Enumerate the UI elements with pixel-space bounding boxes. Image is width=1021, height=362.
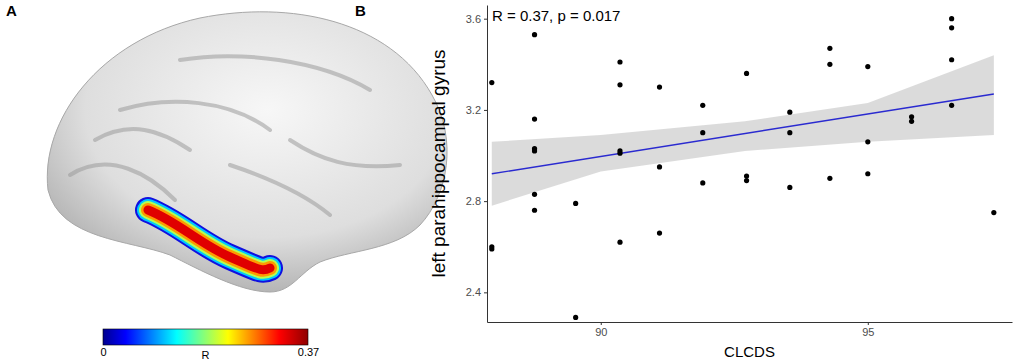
panel-a: A00.37R xyxy=(6,2,447,361)
colorbar xyxy=(103,329,308,345)
y-axis: 2.4 2.8 3.2 3.6 xyxy=(466,6,488,323)
data-point xyxy=(532,148,537,153)
data-point xyxy=(909,119,914,124)
figure: A00.37RB90952.42.83.23.6CLCDSleft parahi… xyxy=(0,0,1021,362)
colorbar-axis: 00.37 xyxy=(100,345,319,358)
data-point xyxy=(949,25,954,30)
data-point xyxy=(949,103,954,108)
y-tick-label: 3.2 xyxy=(466,104,481,116)
sulcus xyxy=(230,165,330,215)
regression-line xyxy=(492,94,994,174)
data-point xyxy=(827,62,832,67)
y-tick: 3.6 xyxy=(466,13,487,25)
sulcus xyxy=(120,102,270,130)
data-point xyxy=(787,110,792,115)
panel-label: A xyxy=(6,2,17,19)
x-tick: 95 xyxy=(862,322,874,338)
annotation: R = 0.37, p = 0.017 xyxy=(492,7,620,24)
data-point xyxy=(573,201,578,206)
data-point xyxy=(617,151,622,156)
x-tick-label: 90 xyxy=(595,326,607,338)
y-tick: 2.4 xyxy=(466,286,487,298)
data-point xyxy=(657,85,662,90)
data-point xyxy=(744,178,749,183)
confidence-band xyxy=(492,55,994,206)
colorbar-tick: 0.37 xyxy=(298,345,319,358)
colorbar-tick-label: 0.37 xyxy=(298,346,319,358)
sulcus xyxy=(180,56,370,90)
data-point xyxy=(700,180,705,185)
data-point xyxy=(865,171,870,176)
y-tick-label: 2.4 xyxy=(466,286,481,298)
data-point xyxy=(744,173,749,178)
data-point xyxy=(617,240,622,245)
sulcus xyxy=(290,140,400,166)
y-tick-mark xyxy=(484,201,487,202)
correlation-cluster xyxy=(148,210,270,270)
plot-area xyxy=(489,16,996,320)
correlation-cluster xyxy=(148,210,270,270)
data-point xyxy=(489,246,494,251)
data-point xyxy=(657,164,662,169)
panel-b: B 90 95 2.4 2.8 3.2 3.6 CLCDS left parahippocamp… xyxy=(355,2,1013,360)
data-point xyxy=(700,103,705,108)
x-tick-label: 95 xyxy=(862,326,874,338)
data-point xyxy=(532,32,537,37)
data-point xyxy=(744,71,749,76)
x-tick: 90 xyxy=(595,322,607,338)
y-tick-mark xyxy=(484,110,487,111)
data-point xyxy=(991,210,996,215)
brain-surface xyxy=(47,12,447,292)
sulcus xyxy=(95,129,190,150)
y-tick: 3.2 xyxy=(466,104,487,116)
data-point xyxy=(573,315,578,320)
sulcus xyxy=(70,165,175,200)
data-point xyxy=(865,139,870,144)
correlation-cluster xyxy=(148,210,270,270)
correlation-cluster xyxy=(148,210,270,270)
correlation-cluster xyxy=(148,210,270,270)
data-point xyxy=(700,130,705,135)
colorbar-tick: 0 xyxy=(100,345,106,358)
y-tick-mark xyxy=(484,292,487,293)
data-point xyxy=(909,114,914,119)
data-point xyxy=(489,80,494,85)
x-axis: 90 95 xyxy=(488,322,1013,338)
data-point xyxy=(532,116,537,121)
data-point xyxy=(532,192,537,197)
y-axis-line xyxy=(487,6,488,323)
x-tick-mark xyxy=(601,322,602,325)
y-tick: 2.8 xyxy=(466,195,487,207)
data-point xyxy=(827,46,832,51)
data-point xyxy=(617,59,622,64)
colorbar-title: R xyxy=(202,349,210,361)
data-point xyxy=(532,208,537,213)
y-axis-title: left parahippocampal gyrus xyxy=(428,49,449,277)
colorbar-tick-label: 0 xyxy=(100,346,106,358)
y-tick-label: 3.6 xyxy=(466,13,481,25)
data-point xyxy=(617,82,622,87)
y-tick-label: 2.8 xyxy=(466,195,481,207)
y-tick-mark xyxy=(484,19,487,20)
x-axis-line xyxy=(488,322,1013,323)
data-point xyxy=(949,57,954,62)
data-point xyxy=(865,64,870,69)
x-axis-title: CLCDS xyxy=(724,343,775,360)
data-point xyxy=(787,130,792,135)
data-point xyxy=(787,185,792,190)
data-point xyxy=(827,176,832,181)
x-tick-mark xyxy=(868,322,869,325)
data-point xyxy=(657,230,662,235)
panel-label: B xyxy=(355,2,366,19)
data-point xyxy=(949,16,954,21)
